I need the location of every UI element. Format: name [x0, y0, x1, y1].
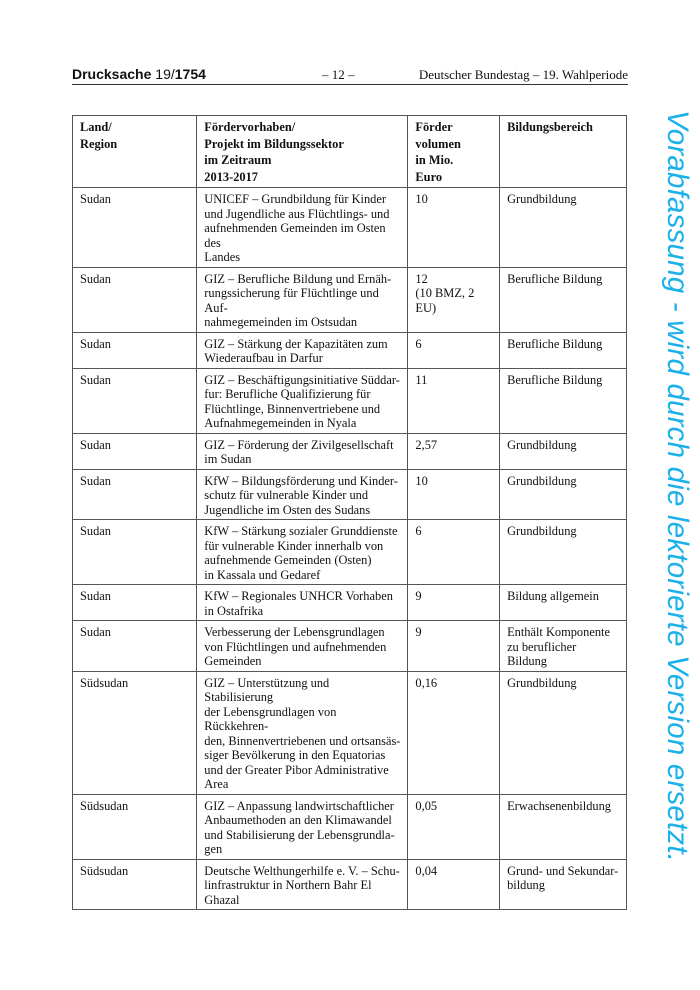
cell-region: Sudan	[71, 519, 198, 585]
cell-region: Sudan	[71, 584, 198, 621]
cell-region: Sudan	[71, 331, 198, 369]
cell-project: GIZ – Stärkung der Kapazitäten zum Wiede…	[196, 331, 409, 369]
cell-region: Sudan	[71, 468, 198, 520]
table-row: Sudan GIZ – Förderung der Zivilgesellscha…	[71, 432, 627, 470]
cell-volume: 0,16	[407, 670, 501, 795]
cell-area: Grundbildung	[499, 519, 627, 585]
cell-area: Grund- und Sekundar- bildung	[499, 858, 627, 910]
cell-region: Sudan	[71, 187, 198, 268]
cell-area: Berufliche Bildung	[499, 266, 627, 333]
draft-watermark: Vorabfassung - wird durch die lektoriert…	[661, 110, 694, 863]
cell-project: GIZ – Unterstützung und Stabilisierung d…	[196, 670, 409, 795]
cell-project: Verbesserung der Lebensgrundlagen von Fl…	[196, 620, 409, 672]
column-header-area: Bildungsbereich	[499, 115, 627, 188]
cell-area: Grundbildung	[499, 432, 627, 470]
doc-number: 1754	[174, 66, 206, 82]
cell-area: Erwachsenenbildung	[499, 793, 627, 860]
cell-project: GIZ – Förderung der Zivilgesellschaft im…	[196, 432, 409, 470]
cell-area: Enthält Komponente zu beruflicher Bildun…	[499, 620, 627, 672]
table-row: Sudan KfW – Stärkung sozialer Grunddienst…	[71, 519, 627, 585]
cell-volume: 10	[407, 187, 501, 268]
cell-project: UNICEF – Grundbildung für Kinder und Jug…	[196, 187, 409, 268]
cell-project: KfW – Stärkung sozialer Grunddienste für…	[196, 519, 409, 585]
cell-volume: 11	[407, 367, 501, 434]
cell-volume: 12 (10 BMZ, 2 EU)	[407, 266, 501, 333]
cell-project: GIZ – Beschäftigungsinitiative Süddar- f…	[196, 367, 409, 434]
column-header-project: Fördervorhaben/ Projekt im Bildungssekto…	[196, 115, 409, 188]
page-header: Drucksache 19/1754 – 12 – Deutscher Bund…	[72, 66, 628, 85]
cell-area: Grundbildung	[499, 468, 627, 520]
cell-region: Sudan	[71, 620, 198, 672]
cell-area: Bildung allgemein	[499, 584, 627, 621]
document-number: Drucksache 19/1754	[72, 66, 206, 82]
cell-volume: 6	[407, 519, 501, 585]
table-row: Südsudan GIZ – Anpassung landwirtschaftli…	[71, 793, 627, 860]
cell-region: Sudan	[71, 367, 198, 434]
table-header-row: Land/ Region Fördervorhaben/ Projekt im …	[71, 115, 627, 188]
cell-project: Deutsche Welthungerhilfe e. V. – Schu- l…	[196, 858, 409, 910]
cell-volume: 9	[407, 584, 501, 621]
cell-region: Südsudan	[71, 858, 198, 910]
cell-project: GIZ – Berufliche Bildung und Ernäh- rung…	[196, 266, 409, 333]
doc-label: Drucksache	[72, 66, 152, 82]
page-number: – 12 –	[322, 67, 355, 82]
cell-project: KfW – Bildungsförderung und Kinder- schu…	[196, 468, 409, 520]
table-row: Sudan KfW – Bildungsförderung und Kinder-…	[71, 468, 627, 520]
cell-volume: 0,04	[407, 858, 501, 910]
column-header-volume: Förder volumen in Mio. Euro	[407, 115, 501, 188]
cell-project: GIZ – Anpassung landwirtschaftlicher Anb…	[196, 793, 409, 860]
cell-region: Sudan	[71, 432, 198, 470]
cell-region: Südsudan	[71, 793, 198, 860]
cell-area: Berufliche Bildung	[499, 331, 627, 369]
cell-volume: 9	[407, 620, 501, 672]
cell-volume: 0,05	[407, 793, 501, 860]
cell-area: Grundbildung	[499, 670, 627, 795]
table-row: Sudan Verbesserung der Lebensgrundlagen v…	[71, 620, 627, 672]
table-row: Sudan GIZ – Berufliche Bildung und Ernäh-…	[71, 266, 627, 333]
funding-table: Land/ Region Fördervorhaben/ Projekt im …	[71, 115, 627, 910]
cell-volume: 6	[407, 331, 501, 369]
table-row: Sudan GIZ – Stärkung der Kapazitäten zum …	[71, 331, 627, 369]
cell-volume: 2,57	[407, 432, 501, 470]
cell-area: Berufliche Bildung	[499, 367, 627, 434]
cell-project: KfW – Regionales UNHCR Vorhaben in Ostaf…	[196, 584, 409, 621]
cell-area: Grundbildung	[499, 187, 627, 268]
table-row: Sudan UNICEF – Grundbildung für Kinder un…	[71, 187, 627, 268]
table-row: Sudan GIZ – Beschäftigungsinitiative Südd…	[71, 367, 627, 434]
column-header-region: Land/ Region	[71, 115, 198, 188]
table-row: Südsudan GIZ – Unterstützung und Stabilis…	[71, 670, 627, 795]
cell-region: Südsudan	[71, 670, 198, 795]
cell-region: Sudan	[71, 266, 198, 333]
table-row: Sudan KfW – Regionales UNHCR Vorhaben in …	[71, 584, 627, 621]
cell-volume: 10	[407, 468, 501, 520]
table-row: Südsudan Deutsche Welthungerhilfe e. V. –…	[71, 858, 627, 910]
doc-number-prefix: 19/	[155, 66, 175, 82]
publisher: Deutscher Bundestag – 19. Wahlperiode	[418, 67, 628, 82]
